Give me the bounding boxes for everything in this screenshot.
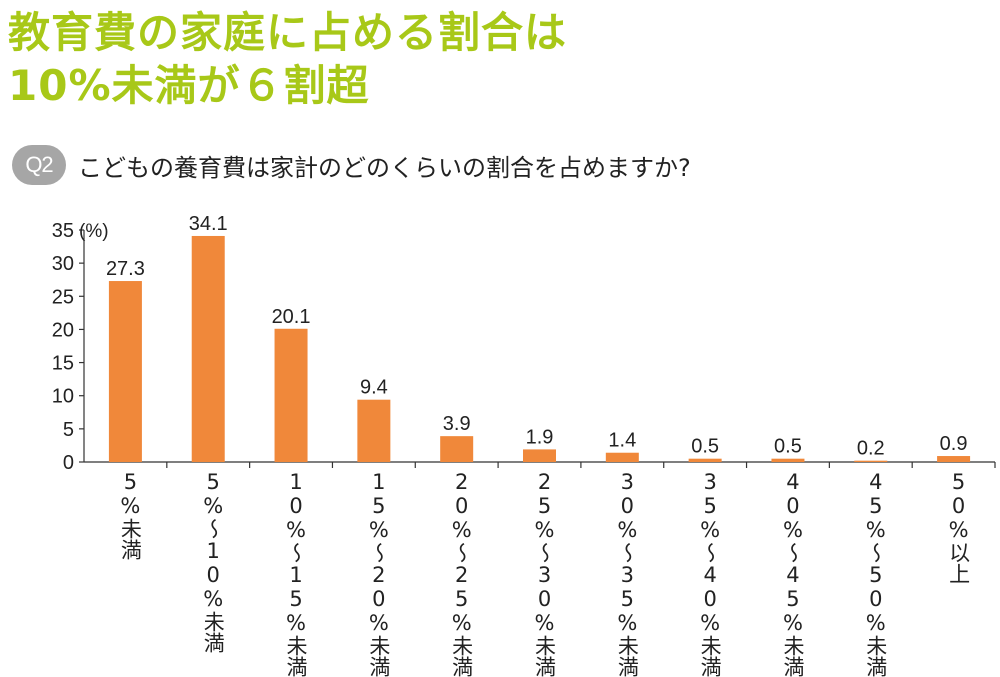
data-label: 27.3 <box>106 258 145 280</box>
headline: 教育費の家庭に占める割合は 10%未満が６割超 <box>8 6 567 112</box>
headline-line-1: 教育費の家庭に占める割合は <box>8 8 568 57</box>
bar <box>937 456 971 462</box>
x-tick-label: 5%～10%未満 <box>201 470 226 653</box>
question-text: こどもの養育費は家計のどのくらいの割合を占めますか? <box>78 153 691 182</box>
x-tick-label: 45%～50%未満 <box>863 470 888 677</box>
bar <box>605 452 639 462</box>
data-label: 0.5 <box>691 436 719 458</box>
x-tick-label: 15%～20%未満 <box>366 470 391 677</box>
bar-chart: 0 5 10 15 20 25 30 35 (%) 27.3 34.1 20.1 9.4 3.9 1.9 1… <box>52 213 996 474</box>
x-tick-label: 20%～25%未満 <box>449 470 474 677</box>
question: Q2 こどもの養育費は家計のどのくらいの割合を占めますか? <box>12 144 691 186</box>
x-tick-label: 30%～35%未満 <box>615 470 640 677</box>
x-tick-label: 5%未満 <box>118 470 143 560</box>
y-tick-label: 30 <box>52 253 74 275</box>
bar <box>854 460 888 462</box>
data-label: 0.5 <box>774 436 802 458</box>
x-tick-label: 25%～30%未満 <box>532 470 557 677</box>
data-label: 34.1 <box>189 213 228 235</box>
data-label: 20.1 <box>272 306 311 328</box>
x-tick-label: 35%～40%未満 <box>698 470 723 677</box>
bar <box>523 449 556 462</box>
headline-line-2: 10%未満が６割超 <box>8 61 370 110</box>
y-tick-label: 15 <box>52 353 74 375</box>
y-tick-label: 10 <box>52 386 74 408</box>
bar <box>191 235 225 462</box>
question-badge: Q2 <box>12 145 66 185</box>
bar <box>357 399 391 462</box>
x-tick-label: 40%～45%未満 <box>780 470 805 677</box>
x-tick-label: 50%以上 <box>946 470 971 584</box>
data-label: 3.9 <box>443 413 471 435</box>
y-tick-label: 20 <box>52 319 74 341</box>
data-label: 1.4 <box>608 430 636 452</box>
data-label: 0.2 <box>857 438 885 460</box>
y-axis-unit: (%) <box>79 221 109 242</box>
data-label: 0.9 <box>940 433 968 455</box>
data-label: 1.9 <box>526 426 554 448</box>
y-tick-label: 35 <box>52 220 74 242</box>
y-tick-label: 25 <box>52 286 74 308</box>
bar <box>771 458 805 462</box>
y-tick-label: 0 <box>63 452 74 474</box>
bar <box>274 328 308 462</box>
data-label: 9.4 <box>360 377 388 399</box>
bar <box>108 281 142 462</box>
bar <box>688 458 722 462</box>
y-tick-label: 5 <box>63 419 74 441</box>
x-tick-label: 10%～15%未満 <box>284 470 309 677</box>
bar <box>440 436 474 462</box>
